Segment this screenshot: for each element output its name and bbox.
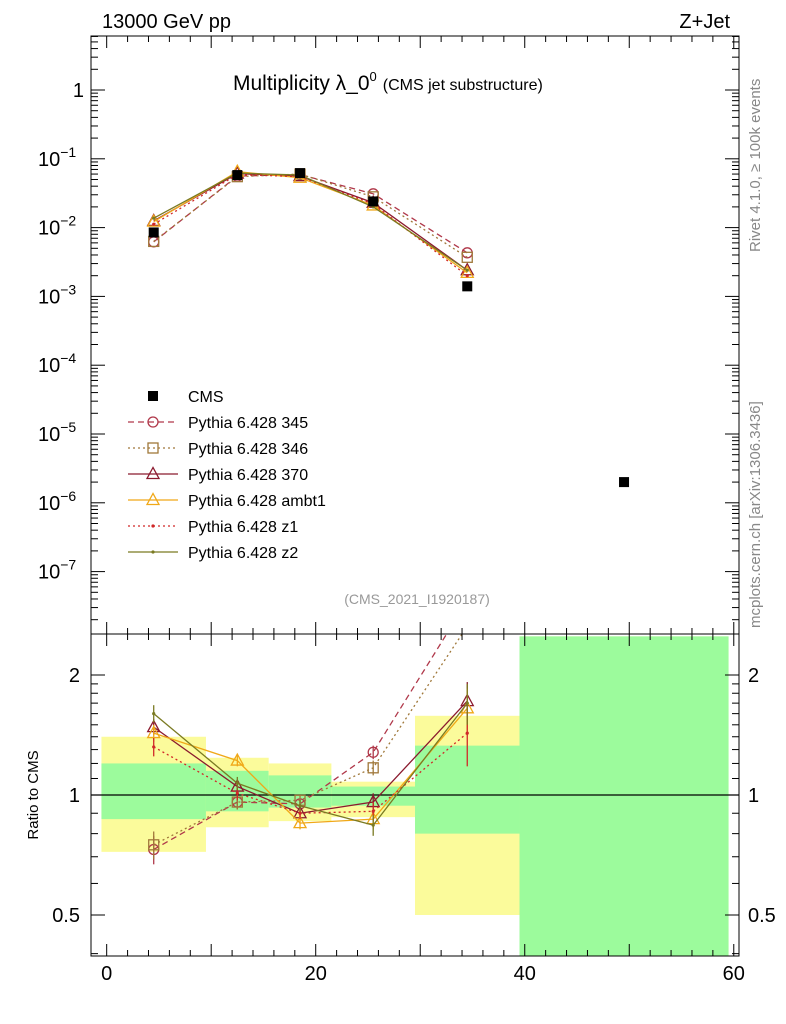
ratio-series-marker: [367, 762, 379, 774]
main-y-tick-label: 10−4: [38, 350, 76, 377]
plot-title-sup: 0: [370, 69, 377, 84]
series-marker: [146, 213, 161, 227]
legend-label: Pythia 6.428 346: [188, 441, 308, 458]
mcplots-label: mcplots.cern.ch [arXiv:1306.3436]: [747, 401, 764, 628]
ratio-x-axis: 0 20 40 60: [101, 634, 745, 985]
legend-marker: [147, 416, 159, 428]
series-marker: [461, 251, 473, 263]
ratio-y-tick-label-right: 1: [748, 785, 759, 807]
rivet-version-label: Rivet 4.1.0, ≥ 100k events: [747, 79, 764, 252]
legend-cms-marker: [148, 391, 158, 401]
ratio-y-tick-label-right: 0.5: [748, 905, 776, 927]
cms-data-point: [295, 168, 306, 179]
ratio-series-marker: [292, 815, 308, 829]
ratio-series-marker: [235, 781, 239, 785]
legend-label: Pythia 6.428 ambt1: [188, 493, 326, 510]
main-y-tick-label: 10−2: [38, 213, 76, 240]
cms-data-point: [619, 477, 630, 488]
ratio-y-tick-label: 1: [69, 785, 80, 807]
plot-title-sub: (CMS jet substructure): [383, 77, 543, 94]
series-marker: [152, 222, 156, 226]
cms-data-point: [368, 196, 379, 207]
ratio-series-marker: [371, 823, 375, 827]
ratio-series-marker: [152, 745, 156, 749]
main-y-tick-label: 10−1: [38, 144, 76, 171]
main-plot-area: [91, 36, 739, 634]
legend-label: Pythia 6.428 370: [188, 467, 308, 484]
legend-marker: [145, 466, 161, 480]
ratio-series-marker: [465, 701, 469, 705]
x-tick-label: 20: [305, 963, 327, 985]
legend-label: Pythia 6.428 z1: [188, 519, 298, 536]
legend: CMS Pythia 6.428 345 Pythia 6.428 346 Pythi…: [128, 389, 326, 562]
cms-data-point: [462, 281, 473, 292]
main-y-axis: 1 10−1 10−2 10−3 10−4 10−5 10−6 10−7: [38, 35, 739, 621]
legend-cms-label: CMS: [188, 389, 224, 406]
ratio-y-tick-label: 0.5: [52, 905, 80, 927]
series-marker: [465, 268, 469, 272]
ratio-panel: 2 2 1 1 0.5 0.5 0 20 40 60 Ratio to CMS: [25, 633, 776, 985]
ratio-ylabel: Ratio to CMS: [25, 750, 42, 839]
x-tick-label: 40: [514, 963, 536, 985]
ratio-series-marker: [298, 804, 302, 808]
main-panel: 1 10−1 10−2 10−3 10−4 10−5 10−6 10−7 Multiplici…: [38, 35, 740, 635]
ratio-series-marker: [235, 791, 239, 795]
main-y-tick-label: 10−3: [38, 281, 76, 308]
cms-data-point: [232, 170, 243, 181]
ratio-series-marker: [146, 725, 161, 739]
main-y-tick-label: 10−5: [38, 419, 76, 446]
x-tick-label: 60: [723, 963, 745, 985]
ratio-series-marker: [367, 746, 379, 758]
header-right-label: Z+Jet: [679, 11, 730, 33]
plot-title-main: Multiplicity λ_0: [233, 72, 370, 95]
ratio-y-tick-label: 2: [69, 665, 80, 687]
ratio-series-line: [153, 634, 448, 851]
ratio-y-tick-label-right: 2: [748, 665, 759, 687]
legend-marker: [151, 550, 155, 554]
x-tick-label: 0: [101, 963, 112, 985]
series-marker: [460, 264, 475, 278]
ratio-series-marker: [148, 839, 160, 851]
header-left-label: 13000 GeV pp: [102, 11, 231, 33]
main-x-ticks: [106, 36, 735, 634]
ratio-band-green: [101, 763, 206, 820]
ratio-plot-frame: [90, 633, 740, 957]
ratio-band-green: [519, 636, 729, 956]
analysis-label: (CMS_2021_I1920187): [344, 591, 490, 607]
legend-marker: [145, 492, 161, 506]
cms-data-point: [148, 227, 159, 238]
ratio-series-marker: [230, 752, 245, 766]
series-marker: [465, 274, 469, 278]
legend-label: Pythia 6.428 z2: [188, 545, 298, 562]
legend-label: Pythia 6.428 345: [188, 415, 308, 432]
ratio-y-axis: 2 2 1 1 0.5 0.5: [52, 665, 776, 955]
series-marker: [152, 216, 156, 220]
main-y-tick-label: 1: [73, 80, 84, 102]
legend-marker: [147, 442, 159, 454]
ratio-series-marker: [152, 712, 156, 716]
main-y-tick-label: 10−7: [38, 557, 76, 584]
ratio-series-layer: [146, 634, 475, 865]
ratio-series-marker: [371, 809, 375, 813]
ratio-series-marker: [298, 811, 302, 815]
main-data-layer: [148, 168, 630, 488]
plot-title: Multiplicity λ_00 (CMS jet substructure): [233, 69, 543, 95]
ratio-bands-layer: [101, 636, 729, 956]
series-line: [153, 173, 468, 258]
ratio-series-marker: [465, 731, 469, 735]
main-y-tick-label: 10−6: [38, 488, 76, 515]
legend-marker: [151, 524, 155, 528]
